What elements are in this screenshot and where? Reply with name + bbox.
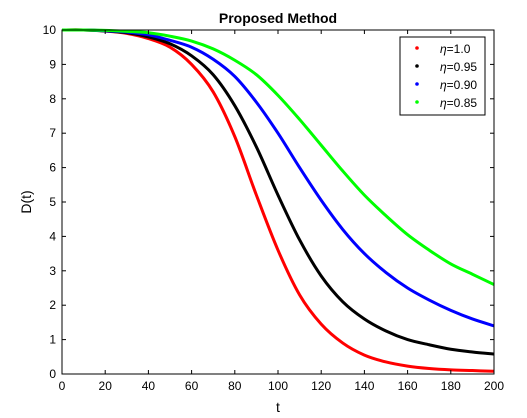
legend-eta-value: =0.95 [447,60,478,74]
legend-marker-3 [415,100,419,104]
x-tick-label: 100 [268,379,288,393]
legend-eta-symbol: η [440,60,447,74]
x-axis-label: t [276,399,280,415]
x-tick-label: 140 [354,379,374,393]
y-tick-label: 3 [49,264,56,278]
y-axis-label: D(t) [18,190,34,213]
legend-eta-value: =0.85 [447,96,478,110]
legend-eta-symbol: η [440,42,447,56]
series-lines [61,28,495,373]
x-tick-label: 200 [484,379,504,393]
legend-eta-symbol: η [440,96,447,110]
legend-entry-1: η=0.95 [440,60,477,74]
x-tick-label: 160 [398,379,418,393]
y-tick-label: 10 [43,23,57,37]
legend-eta-value: =0.90 [447,78,478,92]
y-tick-label: 6 [49,161,56,175]
y-tick-label: 8 [49,92,56,106]
legend-marker-0 [415,46,419,50]
legend-box [399,36,486,116]
y-tick-label: 7 [49,126,56,140]
x-tick-label: 20 [99,379,113,393]
y-tick-label: 2 [49,298,56,312]
x-tick-label: 80 [228,379,242,393]
y-tick-label: 5 [49,195,56,209]
y-tick-label: 0 [49,367,56,381]
axes: 0 20 40 60 80 100 120 140 160 180 200 0 1 2 3 4 5 6 7 8 9 10 [43,23,505,393]
x-tick-label: 120 [311,379,331,393]
y-tick-label: 9 [49,57,56,71]
legend-marker-1 [415,64,419,68]
y-tick-label: 4 [49,229,56,243]
legend: η=1.0η=0.95η=0.90η=0.85 [399,36,486,116]
x-tick-label: 180 [441,379,461,393]
legend-marker-2 [415,82,419,86]
chart-title: Proposed Method [219,10,337,26]
legend-eta-value: =1.0 [447,42,471,56]
legend-entry-0: η=1.0 [440,42,471,56]
x-tick-label: 0 [59,379,66,393]
legend-entry-2: η=0.90 [440,78,477,92]
x-tick-label: 60 [185,379,199,393]
series-line-3 [61,28,495,286]
y-tick-label: 1 [49,333,56,347]
legend-eta-symbol: η [440,78,447,92]
legend-entry-3: η=0.85 [440,96,477,110]
x-tick-label: 40 [142,379,156,393]
